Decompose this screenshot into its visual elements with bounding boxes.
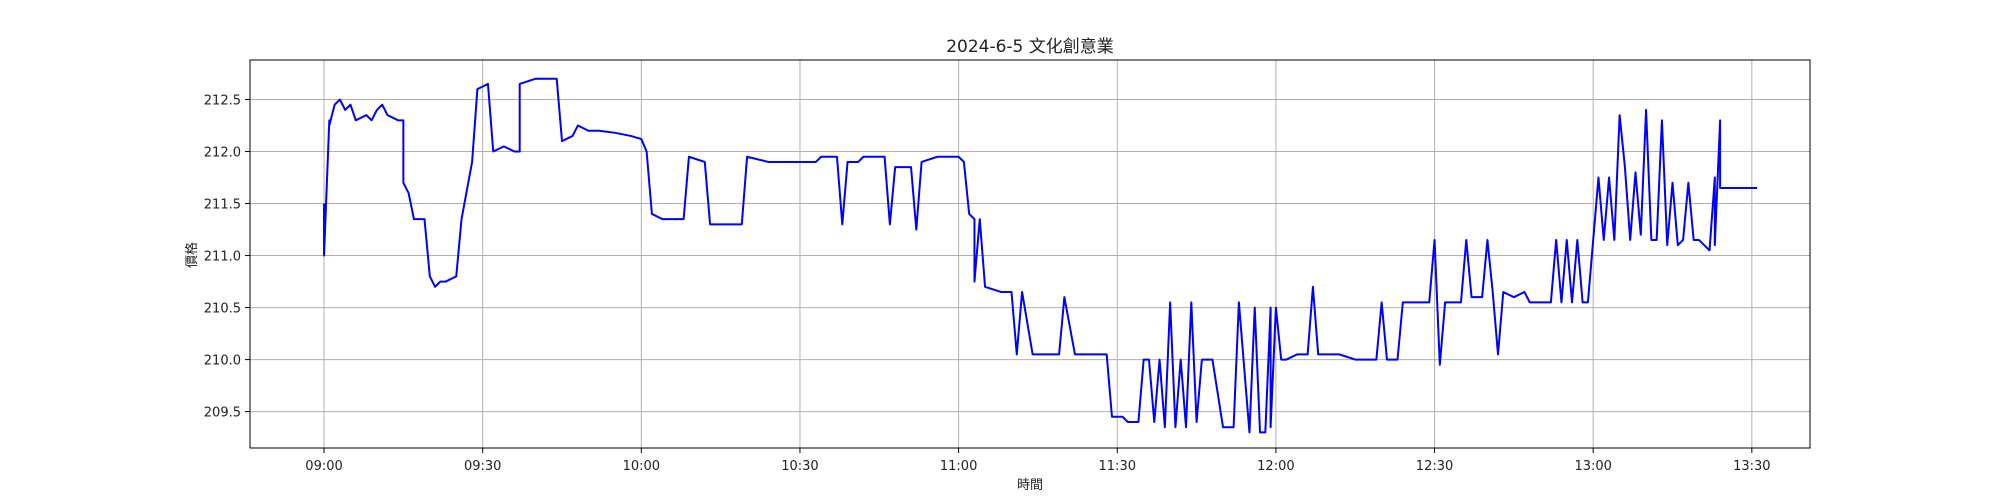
grid	[250, 60, 1810, 448]
x-tick-label: 12:30	[1416, 459, 1453, 474]
x-tick-label: 12:00	[1257, 459, 1294, 474]
x-tick-label: 13:30	[1733, 459, 1770, 474]
y-axis-ticks: 209.5 210.0 210.5 211.0 211.5 212.0 212.5	[204, 94, 250, 421]
y-tick-label: 212.5	[204, 94, 241, 109]
x-tick-label: 09:00	[305, 459, 342, 474]
plot-frame	[249, 59, 1811, 449]
y-tick-label: 212.0	[204, 146, 241, 161]
x-tick-label: 10:30	[781, 459, 818, 474]
y-tick-label: 210.5	[204, 302, 241, 317]
x-axis-label: 時間	[1017, 478, 1043, 493]
y-axis-label: 價格	[184, 242, 200, 268]
y-tick-label: 211.5	[204, 198, 241, 213]
x-tick-label: 11:30	[1099, 459, 1136, 474]
series-line	[323, 77, 1758, 434]
x-tick-label: 10:00	[623, 459, 660, 474]
chart-title: 2024-6-5 文化創意業	[946, 37, 1114, 57]
x-axis-ticks: 09:00 09:30 10:00 10:30 11:00 11:30 12:00 12:30…	[305, 448, 1771, 474]
x-tick-label: 13:00	[1574, 459, 1611, 474]
x-tick-label: 11:00	[940, 459, 977, 474]
y-tick-label: 209.5	[204, 406, 241, 421]
series-group	[323, 77, 1758, 434]
y-tick-label: 210.0	[204, 354, 241, 369]
y-tick-label: 211.0	[204, 250, 241, 265]
x-tick-label: 09:30	[464, 459, 501, 474]
